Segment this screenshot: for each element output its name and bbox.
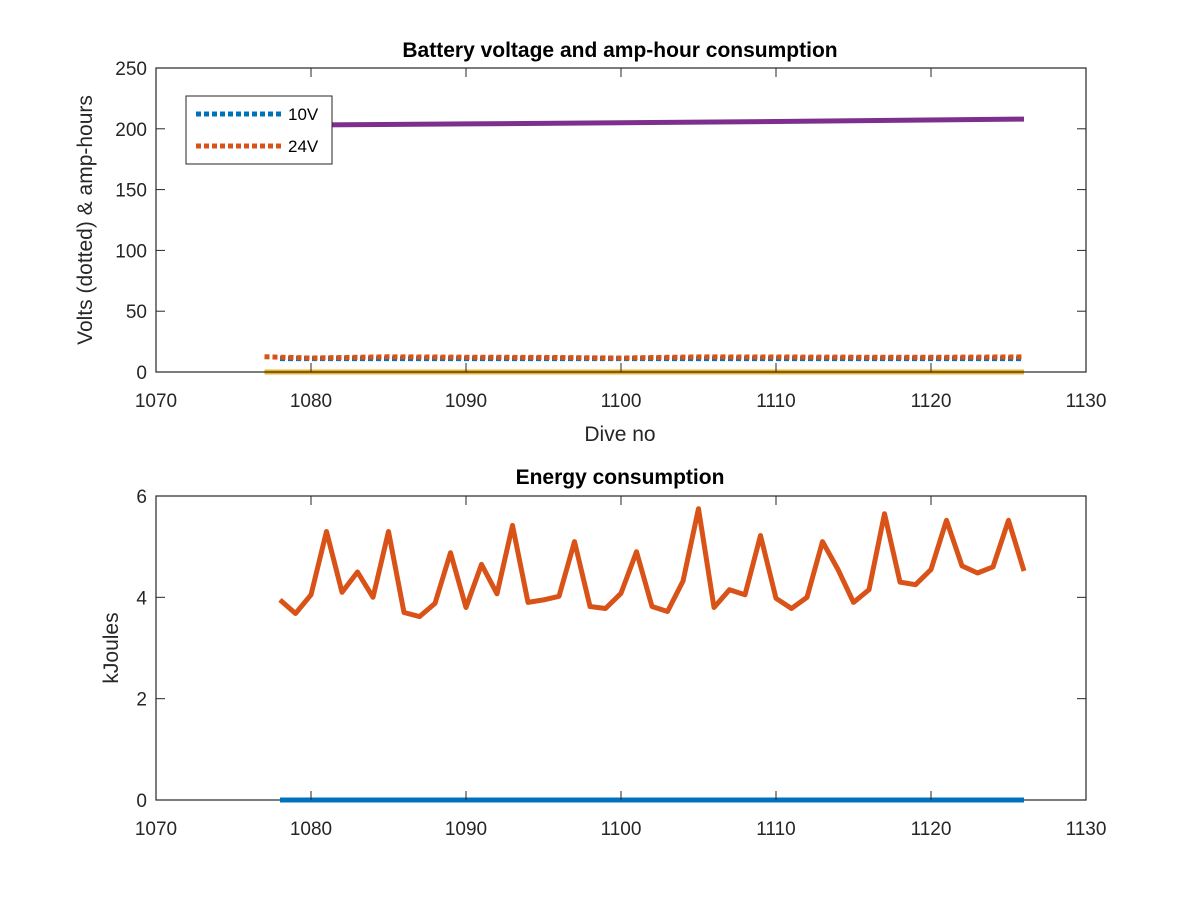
x-tick-label: 1090 [445,819,487,840]
legend: 10V 24V [185,95,333,165]
series-line-series-3 [264,116,1025,128]
legend-entry-10v: 10V [288,105,319,124]
energy-consumption-chart: Energy consumption kJoules 1070 1080 1090 1… [100,466,1106,840]
chart-title: Battery voltage and amp-hour consumption [402,39,837,62]
x-tick-label: 1130 [1066,819,1107,840]
y-tick-label: 4 [136,588,147,609]
series-line-series-1 [278,506,1027,620]
x-tick-label: 1090 [445,391,487,412]
legend-entry-24v: 24V [288,137,319,156]
x-tick-label: 1080 [290,819,332,840]
y-tick-label: 0 [136,791,147,812]
x-tick-label: 1100 [601,391,642,412]
x-tick-label: 1130 [1066,391,1107,412]
y-tick-label: 6 [136,487,147,508]
legend-box [185,95,333,165]
x-tick-label: 1120 [911,819,952,840]
series-line-24v [264,354,1025,361]
y-tick-label: 100 [115,241,147,262]
x-axis-label: Dive no [584,423,655,446]
voltage-amphour-chart: Battery voltage and amp-hour consumption… [74,39,1106,446]
y-tick-label: 250 [115,59,147,80]
x-tick-label: 1120 [911,391,952,412]
x-tick-label: 1110 [756,819,795,840]
x-tick-label: 1100 [601,819,642,840]
x-tick-label: 1110 [756,391,795,412]
x-tick-label: 1070 [135,819,177,840]
chart-title: Energy consumption [516,466,725,489]
y-axis-label: kJoules [100,612,123,683]
y-tick-label: 200 [115,120,147,141]
x-tick-label: 1070 [135,391,177,412]
x-tick-label: 1080 [290,391,332,412]
y-tick-label: 50 [126,302,147,323]
y-tick-label: 0 [136,363,147,384]
y-tick-label: 150 [115,181,147,202]
y-tick-label: 2 [136,690,147,711]
y-axis-label: Volts (dotted) & amp-hours [74,95,97,345]
